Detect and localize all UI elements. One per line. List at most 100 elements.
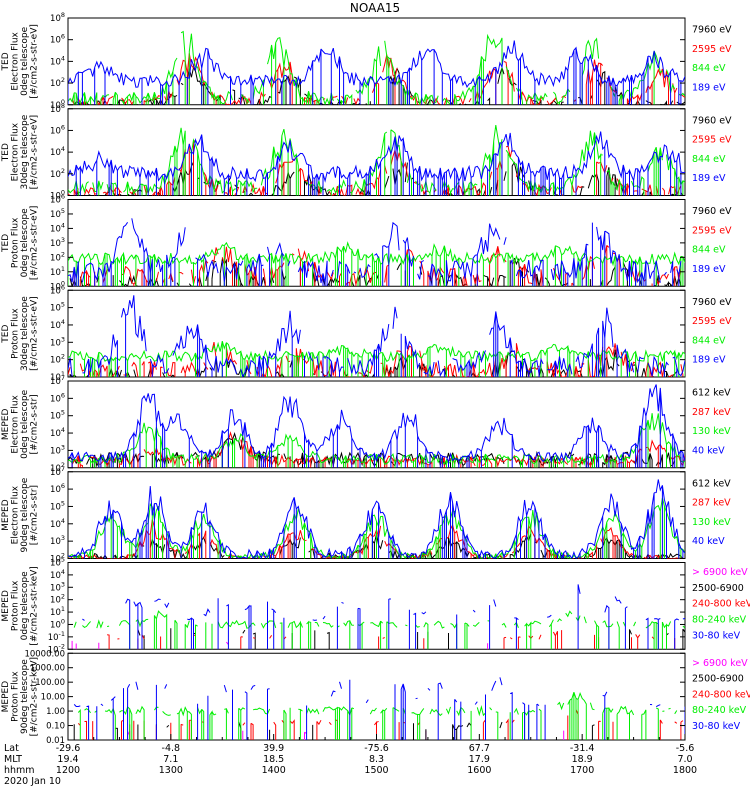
legend-entry: 2595 eV	[692, 316, 732, 327]
y-tick-exponent: 2	[61, 461, 65, 469]
x-tick-label: 7.0	[677, 754, 692, 765]
date-label: 2020 Jan 10	[4, 776, 61, 787]
y-tick-exponent: 0	[61, 98, 65, 106]
y-tick-exponent: 0	[61, 279, 65, 287]
y-tick-label: 106	[50, 391, 65, 404]
series-844-ev	[68, 241, 685, 287]
series-130-kev	[68, 497, 685, 559]
panel-ylabel: TEDProton Flux30deg telescope[#/cm2-s-st…	[1, 296, 40, 371]
y-tick-label: 102	[50, 250, 65, 263]
y-tick-exponent: -2	[59, 642, 65, 650]
legend-entry: 844 eV	[692, 335, 726, 346]
y-tick-exponent: 5	[61, 301, 65, 309]
y-tick-label: 104	[50, 568, 65, 581]
y-tick-exponent: 6	[61, 283, 65, 291]
y-tick-exponent: 7	[61, 374, 65, 382]
y-tick-label: 10000.00	[24, 649, 65, 659]
panel-meped-p-90: 0.010.101.0010.00100.001000.0010000.00ME…	[1, 649, 750, 746]
series--6900-kev	[128, 731, 628, 740]
panel-series-group	[72, 584, 685, 650]
ylabel-line: 30deg telescope	[20, 114, 30, 189]
y-tick-label: 102	[50, 167, 65, 180]
panel-ylabel: TEDElectron Flux0deg telescope[#/cm2-s-s…	[1, 24, 40, 99]
y-tick-label: 102	[50, 76, 65, 89]
y-tick-label: 104	[50, 54, 65, 67]
y-tick-label: 104	[50, 318, 65, 331]
y-tick-exponent: 2	[61, 76, 65, 84]
series-189-ev	[68, 40, 685, 105]
series-2500-6900	[137, 628, 685, 650]
ylabel-line: 90deg telescope	[20, 477, 30, 552]
x-tick-label: 18.5	[263, 754, 284, 765]
legend-entry: 130 keV	[692, 426, 731, 437]
x-tick-label: -31.4	[570, 743, 595, 754]
y-tick-exponent: 5	[61, 409, 65, 417]
y-tick-label: 104	[50, 426, 65, 439]
y-tick-label: 106	[50, 33, 65, 46]
ylabel-line: Electron Flux	[11, 394, 21, 453]
panel-series-group	[74, 677, 685, 740]
legend-entry: 2500-6900	[692, 674, 744, 685]
ylabel-line: 0deg telescope	[20, 208, 30, 278]
y-tick-label: 102	[50, 593, 65, 606]
x-tick-label: -5.6	[676, 743, 695, 754]
x-tick-label: 18.9	[572, 754, 593, 765]
y-tick-exponent: 6	[61, 123, 65, 131]
panel-series-group	[68, 295, 685, 377]
y-tick-exponent: 4	[61, 145, 65, 153]
ylabel-line: Electron Flux	[11, 31, 21, 90]
ylabel-line: TED	[1, 325, 11, 344]
ylabel-line: MEPED	[1, 499, 11, 531]
y-tick-label: 105	[50, 207, 65, 220]
chart-title: NOAA15	[350, 1, 400, 15]
y-tick-exponent: 6	[61, 391, 65, 399]
legend-entry: 240-800 keV	[692, 689, 750, 700]
y-tick-label: 100	[50, 617, 65, 630]
x-tick-label: -4.8	[162, 743, 181, 754]
legend-entry: 844 eV	[692, 154, 726, 165]
y-tick-exponent: 6	[61, 482, 65, 490]
y-tick-exponent: 5	[61, 207, 65, 215]
y-tick-label: 104	[50, 145, 65, 158]
ylabel-line: [#/cm2-s-str]	[30, 394, 40, 454]
legend-entry: 612 keV	[692, 388, 731, 399]
ylabel-line: TED	[1, 234, 11, 253]
y-tick-label: 10.00	[41, 693, 65, 703]
legend-entry: 189 eV	[692, 264, 726, 275]
y-tick-exponent: 1	[61, 265, 65, 273]
x-tick-label: -29.6	[56, 743, 81, 754]
y-tick-label: 0.01	[46, 736, 65, 746]
y-tick-label: 106	[50, 123, 65, 136]
y-tick-exponent: 2	[61, 353, 65, 361]
y-tick-label: 101	[50, 605, 65, 618]
y-tick-label: 103	[50, 580, 65, 593]
legend-entry: 2595 eV	[692, 225, 732, 236]
y-tick-exponent: 2	[61, 593, 65, 601]
legend-entry: 612 keV	[692, 478, 731, 489]
x-row-label: hhmm	[4, 765, 35, 776]
series-2595-ev	[73, 245, 682, 287]
series-40-kev	[68, 479, 685, 559]
y-tick-label: 103	[50, 236, 65, 249]
legend-entry: 2500-6900	[692, 583, 744, 594]
y-tick-exponent: 6	[61, 193, 65, 201]
series-30-80-kev	[73, 677, 685, 740]
legend-entry: 130 keV	[692, 517, 731, 528]
y-tick-exponent: 3	[61, 236, 65, 244]
y-tick-exponent: -1	[59, 630, 65, 638]
ylabel-line: TED	[1, 143, 11, 162]
y-tick-exponent: 3	[61, 580, 65, 588]
y-tick-exponent: 2	[61, 250, 65, 258]
y-tick-exponent: 4	[61, 426, 65, 434]
ylabel-line: 0deg telescope	[20, 389, 30, 459]
x-tick-label: 1700	[570, 765, 594, 776]
series-40-kev	[68, 384, 685, 468]
legend-entry: 189 eV	[692, 355, 726, 366]
ylabel-line: [#/cm2-s-str]	[30, 485, 40, 545]
y-tick-exponent: 0	[61, 617, 65, 625]
ylabel-line: Electron Flux	[11, 485, 21, 544]
